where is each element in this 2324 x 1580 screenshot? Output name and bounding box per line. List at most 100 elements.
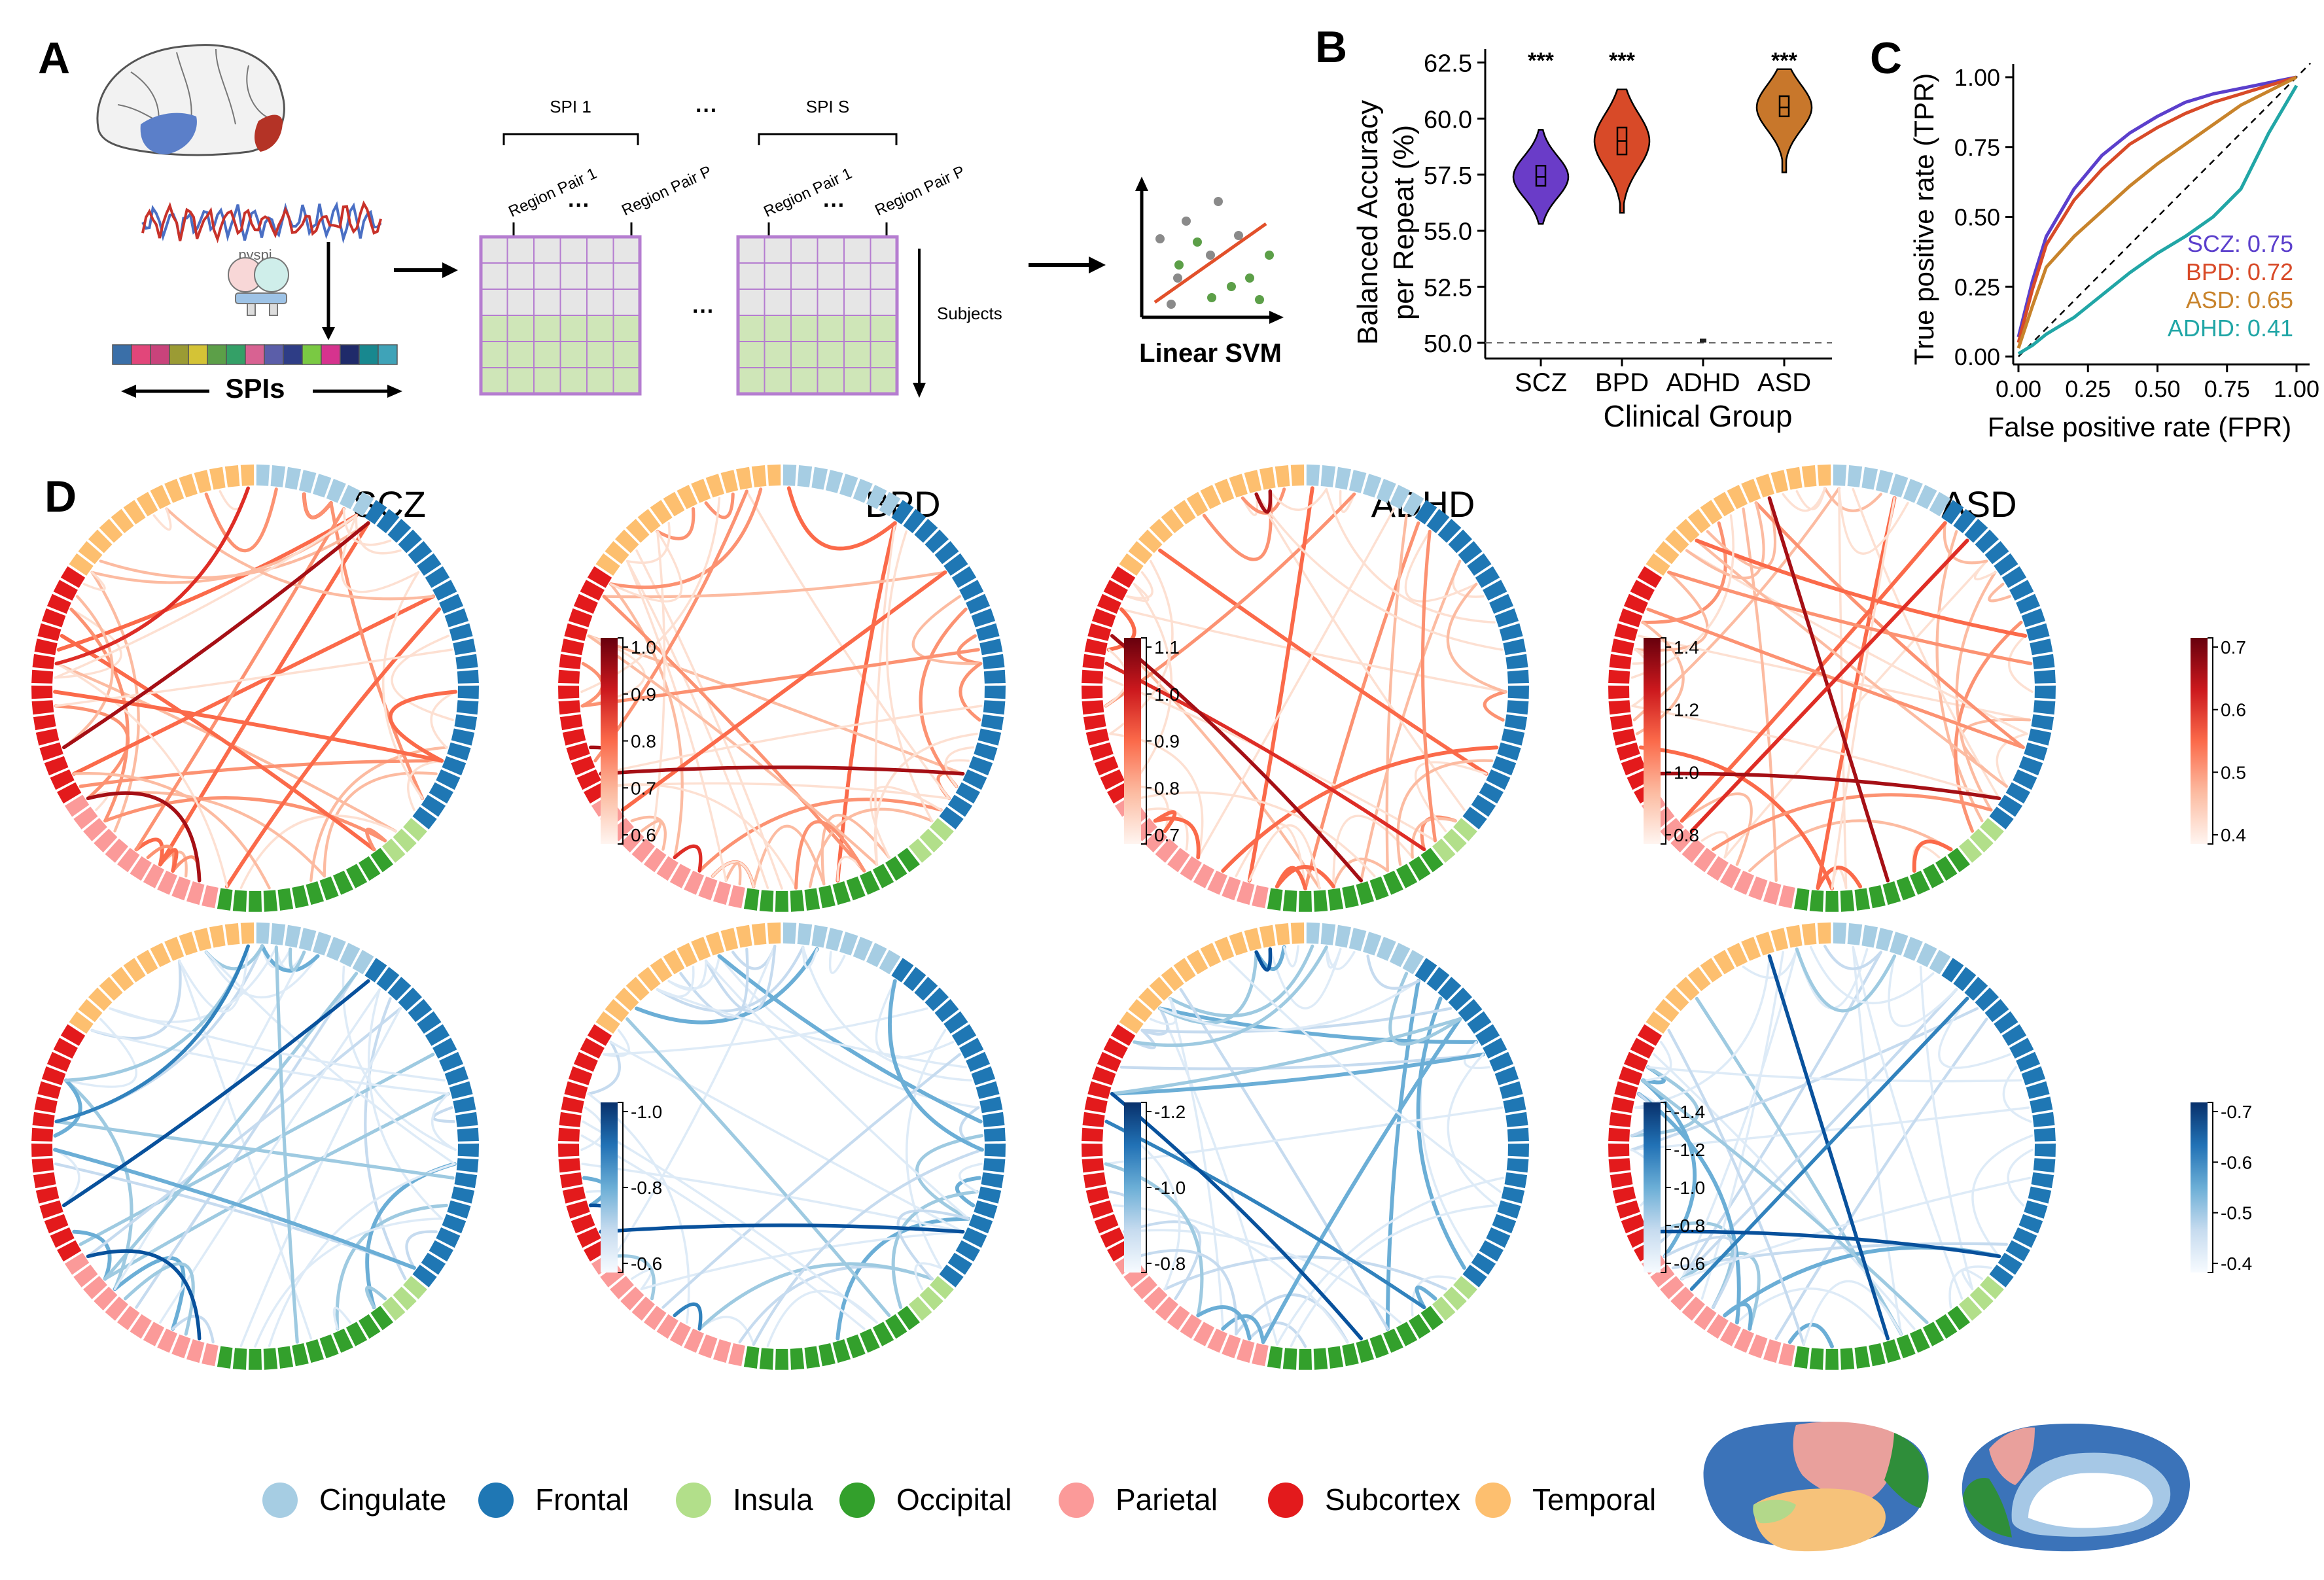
ring-segment-cingulate xyxy=(1335,924,1351,948)
ring-segment-frontal xyxy=(977,728,1002,746)
ring-segment-temporal xyxy=(1801,923,1817,945)
ring-segment-frontal xyxy=(444,608,469,627)
ring-segment-temporal xyxy=(78,541,103,565)
chord xyxy=(1158,950,1258,1025)
ring-segment-occipital xyxy=(1854,1346,1871,1369)
matrix-cell xyxy=(843,236,872,264)
matrix-cell xyxy=(817,315,845,342)
ring-segment-insula xyxy=(1980,818,2004,841)
ring-segment-subcortex xyxy=(39,1200,63,1219)
ring-segment-temporal xyxy=(1770,470,1789,493)
chord xyxy=(103,1092,450,1281)
ring-segment-insula xyxy=(1959,1296,1982,1321)
ring-segment-subcortex xyxy=(1614,1081,1638,1099)
ring-segment-frontal xyxy=(1975,987,1999,1011)
ring-segment-parietal xyxy=(1193,864,1215,888)
ring-segment-subcortex xyxy=(1103,1038,1128,1059)
ring-segment-parietal xyxy=(157,870,177,895)
ring-segment-temporal xyxy=(136,491,158,517)
ring-segment-occipital xyxy=(1328,1346,1344,1369)
ring-segment-occipital xyxy=(333,870,353,895)
ring-segment-temporal xyxy=(1755,932,1774,956)
chord xyxy=(152,507,172,531)
chord-strong xyxy=(1689,996,1969,1291)
ring-segment-frontal xyxy=(2032,654,2055,669)
ring-segment-temporal xyxy=(720,470,739,493)
ring-segment-occipital xyxy=(897,847,920,873)
matrix-cell xyxy=(559,289,588,316)
chord xyxy=(1711,793,1993,851)
ring-segment-frontal xyxy=(2031,714,2054,731)
chord xyxy=(1641,1078,1929,1324)
ring-segment-insula xyxy=(930,1276,954,1299)
ring-segment-parietal xyxy=(94,1286,118,1310)
chord xyxy=(1695,996,1903,1336)
chord xyxy=(72,1229,112,1281)
ring-segment-parietal xyxy=(202,885,219,909)
chord xyxy=(1275,866,1307,890)
chord xyxy=(1831,497,1896,890)
ring-segment-occipital xyxy=(1267,1346,1283,1369)
svm-dot-grey xyxy=(1234,231,1243,240)
matrix-cell xyxy=(790,236,819,264)
ring-segment-frontal xyxy=(454,714,478,731)
chord xyxy=(724,862,742,886)
ring-segment-frontal xyxy=(364,500,387,525)
ring-segment-occipital xyxy=(1383,1328,1403,1353)
region-pair-p-m2: Region Pair P xyxy=(872,162,968,219)
ring-segment-subcortex xyxy=(53,1038,78,1059)
chord xyxy=(885,530,934,822)
ring-segment-parietal xyxy=(1748,1334,1768,1359)
ring-segment-subcortex xyxy=(566,1200,590,1219)
b-xtick-label: ADHD xyxy=(1666,368,1740,397)
ring-segment-parietal xyxy=(1763,1339,1782,1363)
matrix-cell xyxy=(612,367,641,395)
chord xyxy=(431,1093,457,1151)
chord xyxy=(1339,490,1356,514)
ring-segment-frontal xyxy=(432,1038,457,1059)
ring-segment-parietal xyxy=(1706,1314,1729,1339)
brain-outline-illustration xyxy=(96,44,285,156)
chord xyxy=(407,760,443,811)
spi-bar-cell xyxy=(188,344,208,365)
ring-segment-frontal xyxy=(1984,541,2009,565)
ring-segment-subcortex xyxy=(558,669,580,684)
chord xyxy=(1736,1287,1890,1340)
matrix-cell xyxy=(817,289,845,316)
colorbar-negative-bpd-frame xyxy=(1141,1102,1147,1273)
ring-segment-temporal xyxy=(1817,922,1831,944)
ring-segment-subcortex xyxy=(37,1081,62,1099)
colorbar-positive-bpd-tick-label: 1.0 xyxy=(1154,684,1180,705)
chord xyxy=(1331,857,1389,888)
ring-segment-cingulate xyxy=(811,924,828,948)
ring-segment-temporal xyxy=(1161,508,1184,533)
ring-segment-cingulate xyxy=(866,943,887,968)
ring-segment-temporal xyxy=(705,932,724,956)
ring-segment-frontal xyxy=(1494,608,1519,627)
ring-segment-insula xyxy=(1969,828,1994,852)
ring-segment-temporal xyxy=(650,500,673,525)
ring-segment-frontal xyxy=(1506,1158,1529,1173)
ring-segment-parietal xyxy=(610,1276,634,1299)
ring-segment-frontal xyxy=(2005,1240,2030,1262)
ring-segment-occipital xyxy=(1869,1343,1886,1367)
ring-segment-frontal xyxy=(914,977,938,1001)
pyspi-logo: pyspi xyxy=(228,247,289,316)
chord xyxy=(1136,791,1376,877)
matrix-cell xyxy=(764,341,792,368)
ring-segment-subcortex xyxy=(1616,742,1640,761)
ring-segment-frontal xyxy=(2016,1051,2041,1072)
ring-segment-parietal xyxy=(83,818,107,841)
ring-segment-frontal xyxy=(982,654,1005,669)
ring-segment-temporal xyxy=(1200,485,1221,510)
svm-decision-line xyxy=(1153,222,1267,304)
b-xlabel: Clinical Group xyxy=(1604,399,1793,433)
matrix-cell xyxy=(870,315,898,342)
ring-segment-frontal xyxy=(962,769,987,790)
matrix-cell xyxy=(586,262,614,290)
ring-segment-frontal xyxy=(1953,508,1977,533)
ring-segment-parietal xyxy=(83,1276,107,1299)
ring-segment-frontal xyxy=(971,608,996,627)
ring-segment-frontal xyxy=(2028,728,2052,746)
ring-segment-frontal xyxy=(982,1112,1005,1127)
